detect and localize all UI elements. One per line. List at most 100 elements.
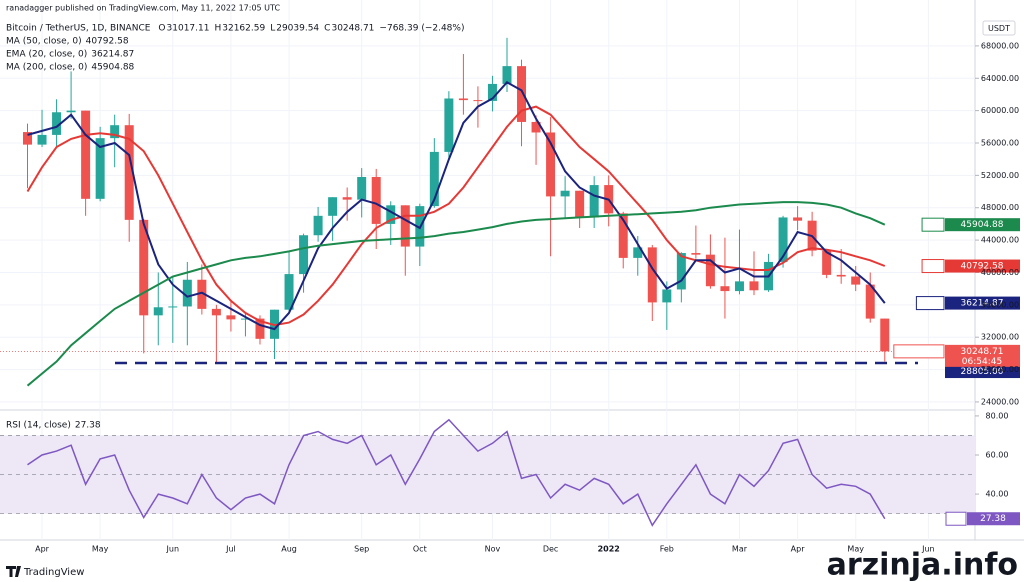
candle-body — [458, 98, 468, 101]
x-tick-label: Apr — [791, 545, 806, 554]
price-tag-label: 40792.58 — [961, 262, 1004, 272]
legend-name: MA (50, close, 0) — [6, 37, 82, 47]
candle-body — [139, 219, 149, 316]
rsi-title: RSI (14, close) — [6, 421, 71, 431]
candle-body — [749, 281, 759, 291]
candle-body — [589, 185, 599, 218]
candle-body — [546, 132, 556, 197]
legend-value: 40792.58 — [86, 37, 129, 47]
candle-body — [328, 197, 338, 216]
overlay: 28805.00 MA 45904.88 MA 40792.58 EMA 36214.87 B… — [0, 217, 1020, 526]
candle-body — [676, 253, 686, 290]
price-tag-label: 45904.88 — [961, 220, 1004, 230]
candle-body — [647, 247, 657, 303]
candle-body — [299, 235, 309, 275]
ohlc-value: 31017.11 — [167, 24, 210, 34]
candle-body — [197, 279, 207, 309]
candle-body — [575, 190, 585, 218]
y-tick-label: 60.00 — [986, 450, 1009, 459]
candle-body — [66, 110, 76, 113]
y-tick-label: 32000.00 — [981, 333, 1019, 342]
candle-body — [110, 125, 120, 139]
price-tag-name-box — [893, 344, 945, 359]
price-tag-name-box — [921, 259, 945, 274]
support-tag-label: 28805.00 — [961, 367, 1004, 377]
rsi-line — [27, 418, 886, 527]
x-tick-label: Nov — [485, 545, 501, 554]
candle-body — [517, 66, 527, 122]
y-tick-label: 24000.00 — [981, 397, 1019, 406]
candle-body — [81, 110, 91, 199]
x-tick-label: May — [92, 545, 109, 554]
candle-body — [444, 98, 454, 152]
y-tick-label: 48000.00 — [981, 203, 1019, 212]
candle-body — [386, 205, 396, 224]
candle-body — [851, 276, 861, 285]
candle-body — [560, 190, 570, 197]
candle-body — [662, 289, 672, 303]
plot — [23, 37, 890, 527]
publisher: ranadagger published on TradingView.com,… — [6, 4, 280, 13]
candle-body — [240, 318, 250, 320]
candle-body — [255, 318, 265, 339]
candle-body — [734, 281, 744, 292]
candle-body — [211, 308, 221, 316]
candle-body — [52, 112, 62, 135]
y-tick-label: 40000.00 — [981, 268, 1019, 277]
price-tag-name: EMA — [920, 299, 940, 309]
ohlc-label: L — [270, 24, 275, 34]
candle-body — [705, 254, 715, 287]
currency: USDT — [988, 24, 1010, 33]
y-tick-label: 36000.00 — [981, 300, 1019, 309]
candle-body — [95, 138, 105, 199]
candle-body — [37, 134, 47, 145]
y-tick-label: 28000.00 — [981, 365, 1019, 374]
ohlc-value: 29039.54 — [276, 24, 319, 34]
candle-body — [124, 125, 134, 220]
legend-value: 36214.87 — [91, 50, 134, 60]
candle-body — [284, 274, 294, 310]
candle-body — [357, 176, 367, 200]
candle-body — [880, 318, 890, 352]
candle-body — [865, 284, 875, 319]
x-tick-label: Aug — [281, 545, 297, 554]
candle-body — [429, 151, 439, 207]
price-tag-label: 30248.71 — [961, 347, 1004, 357]
rsi-tag-name: RSI — [949, 514, 964, 524]
x-tick-label: Jun — [166, 545, 180, 554]
price-tag-name: MA — [926, 262, 941, 272]
y-tick-label: 60000.00 — [981, 106, 1019, 115]
candle-body — [400, 205, 410, 247]
candle-body — [633, 247, 643, 258]
x-tick-label: Dec — [543, 545, 558, 554]
candle-body — [836, 274, 846, 277]
indicator-line — [26, 201, 886, 387]
ohlc-value: 32162.59 — [222, 24, 265, 34]
price-tag-label: 36214.87 — [961, 299, 1004, 309]
candle-body — [182, 279, 192, 307]
candle-body — [473, 100, 483, 102]
legend-name: EMA (20, close, 0) — [6, 50, 87, 60]
y-tick-label: 64000.00 — [981, 74, 1019, 83]
x-tick-label: Feb — [660, 545, 674, 554]
ohlc-label: O — [158, 24, 165, 34]
legend-name: MA (200, close, 0) — [6, 63, 87, 73]
x-tick-label: Oct — [413, 545, 427, 554]
candle-body — [691, 253, 701, 255]
y-tick-label: 80.00 — [986, 411, 1009, 420]
price-tag-name-box — [921, 217, 945, 232]
price-tag — [945, 296, 1020, 310]
ohlc-label: C — [324, 24, 330, 34]
candle-body — [720, 286, 730, 292]
legend-value: 45904.88 — [91, 63, 134, 73]
candle-body — [618, 213, 628, 258]
price-tag-name-box — [915, 296, 945, 311]
ohlc-value: 30248.71 — [331, 24, 374, 34]
y-tick-label: 44000.00 — [981, 236, 1019, 245]
rsi-tag-name-box — [945, 511, 967, 526]
candle-body — [153, 307, 163, 316]
logo-icon — [6, 566, 21, 577]
symbol: Bitcoin / TetherUS, 1D, BINANCE — [6, 24, 151, 34]
candle-body — [487, 83, 497, 101]
x-tick-label: May — [847, 545, 864, 554]
